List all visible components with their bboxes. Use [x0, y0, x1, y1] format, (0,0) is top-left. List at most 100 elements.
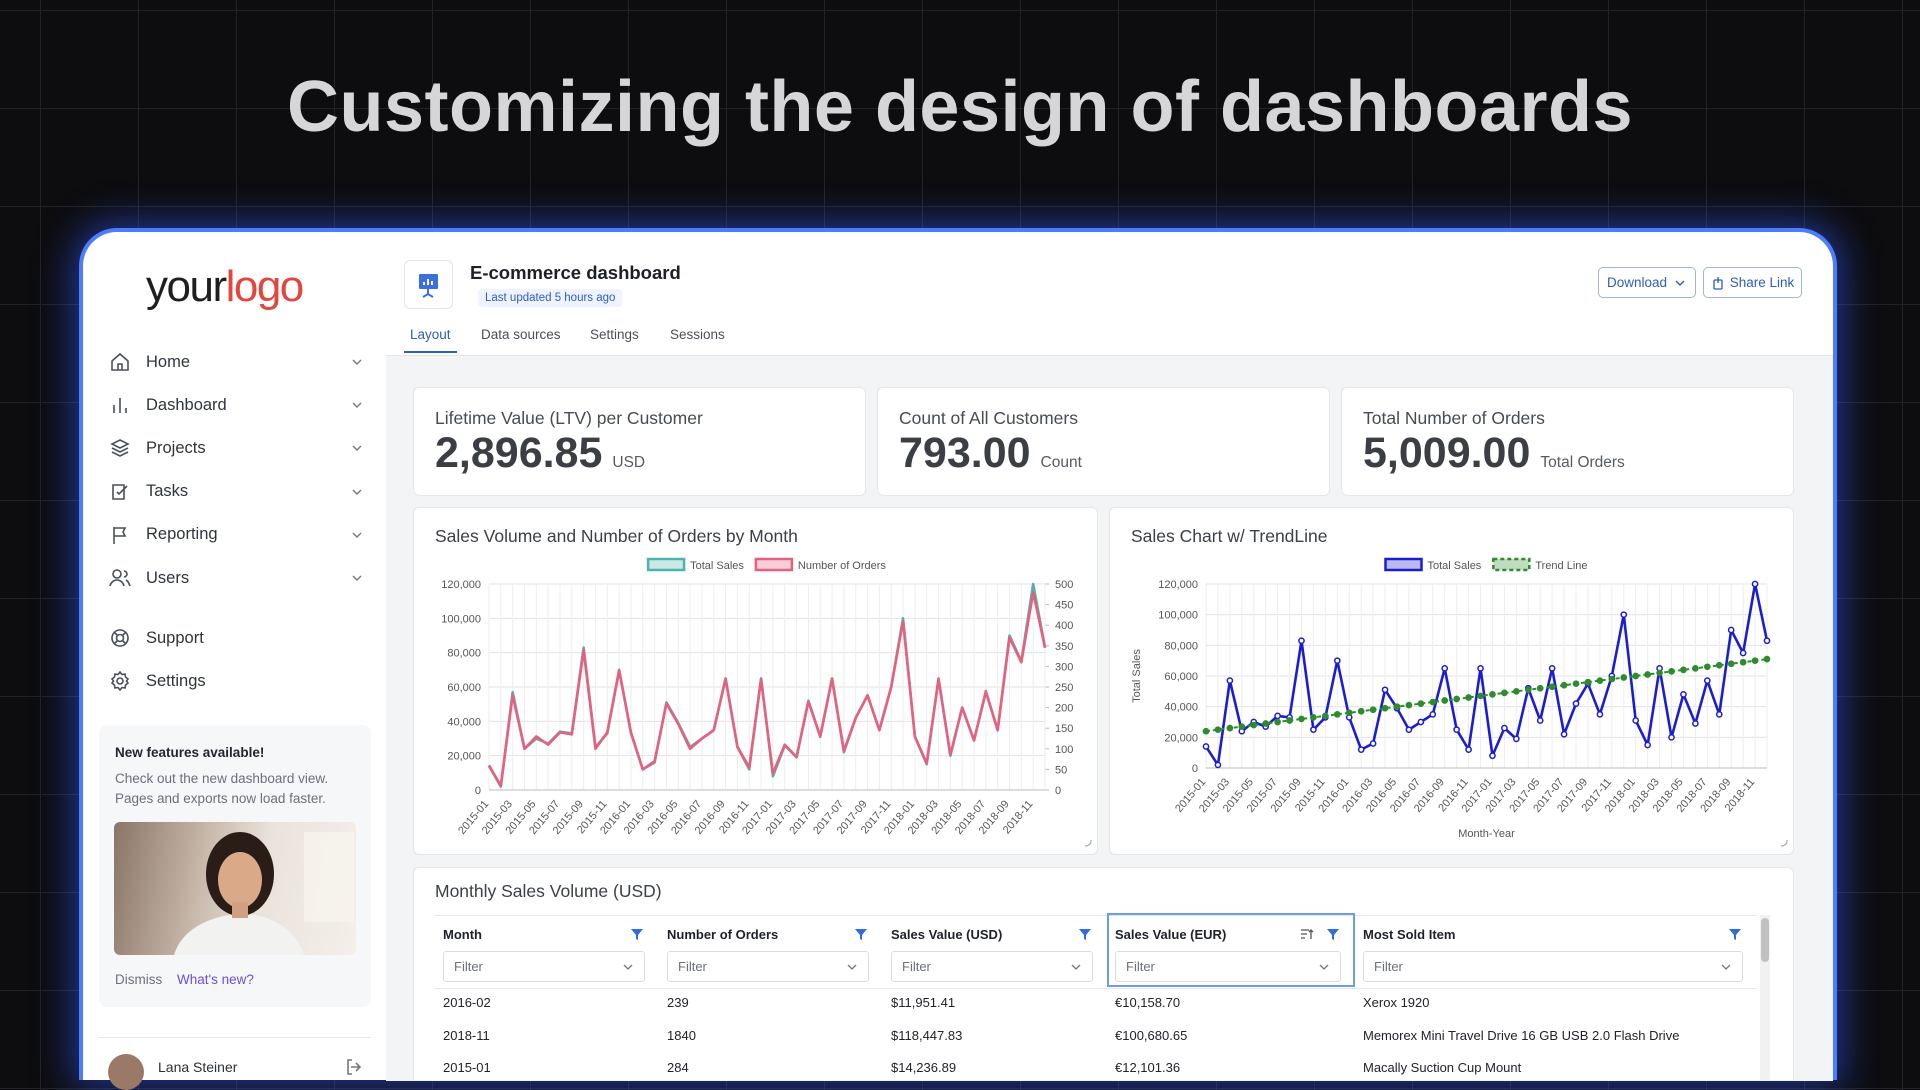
tab[interactable]: Data sources	[481, 327, 561, 342]
marker	[1286, 717, 1293, 724]
nav-item[interactable]: Tasks	[108, 472, 364, 512]
nav-item[interactable]: Projects	[108, 428, 364, 468]
marker	[1333, 657, 1341, 665]
marker	[1429, 698, 1437, 706]
marker	[1333, 710, 1341, 718]
marker	[1310, 714, 1317, 721]
marker	[1405, 726, 1413, 734]
tab-underline	[404, 351, 457, 353]
chart: Sales Chart w/ TrendLine 0 20,000 40,000 60,…	[1131, 526, 1788, 847]
marker	[1680, 691, 1687, 698]
nav-label: Reporting	[146, 525, 218, 544]
updated-badge: Last updated 5 hours ago	[478, 289, 623, 307]
marker	[1632, 672, 1640, 680]
marker	[1512, 735, 1520, 743]
marker	[1369, 706, 1377, 714]
nav-item[interactable]: Dashboard	[108, 385, 364, 425]
tab[interactable]: Layout	[410, 327, 451, 342]
marker	[1715, 710, 1723, 718]
logo-part: your	[146, 262, 227, 311]
y-tick-label: 60,000	[1164, 671, 1198, 683]
chart-card	[1109, 507, 1794, 855]
marker	[1298, 637, 1305, 645]
marker	[1489, 691, 1496, 698]
chevron	[352, 402, 362, 409]
table-card: Monthly Sales Volume (USD)	[413, 867, 1794, 1080]
marker	[1441, 697, 1449, 704]
kpi-card: Lifetime Value (LTV) per Customer 2,896.8…	[413, 387, 866, 496]
marker	[1465, 694, 1472, 701]
share-icon	[1713, 276, 1723, 290]
marker	[1620, 611, 1628, 619]
y2-tick-label: 50	[1055, 764, 1067, 776]
marker	[1238, 723, 1246, 730]
marker	[1548, 683, 1556, 691]
marker	[1477, 664, 1484, 672]
marker	[1274, 718, 1281, 726]
nav-label: Settings	[146, 671, 206, 690]
logo: yourlogo	[146, 262, 304, 312]
tab[interactable]: Settings	[590, 327, 639, 342]
nav-item[interactable]: Home	[108, 342, 364, 382]
download-button[interactable]: Download	[1598, 267, 1696, 298]
kpi-number: 793.00	[899, 429, 1031, 477]
notice-text: Check out the new dashboard view. Pages …	[115, 771, 329, 806]
marker	[1381, 686, 1389, 694]
marker	[1692, 664, 1699, 672]
nav-icon	[111, 352, 129, 371]
chevron	[352, 575, 362, 581]
marker	[1214, 761, 1222, 769]
logout-icon[interactable]	[344, 1057, 364, 1077]
nav-icon	[112, 483, 128, 500]
whats-new-link[interactable]: What's new?	[177, 972, 254, 987]
marker	[1656, 669, 1663, 677]
dismiss[interactable]: Dismiss	[115, 972, 163, 987]
marker	[1357, 746, 1365, 753]
resize-handle	[1780, 839, 1788, 847]
marker	[1429, 710, 1437, 718]
marker	[1751, 580, 1759, 588]
legend-swatch	[1384, 557, 1423, 572]
marker	[1405, 701, 1413, 709]
y2-tick-label: 450	[1055, 600, 1073, 612]
nav-item[interactable]: Settings	[108, 661, 364, 701]
marker	[1668, 733, 1675, 741]
kpi-card: Total Number of Orders 5,009.00 Total Orde…	[1341, 387, 1794, 496]
tab[interactable]: Sessions	[670, 327, 725, 342]
marker	[1727, 626, 1735, 634]
y-tick-label: 0	[1192, 763, 1198, 775]
nav-label: Users	[146, 568, 190, 587]
kpi-label: Total Number of Orders	[1363, 408, 1545, 428]
share-button[interactable]: Share Link	[1703, 267, 1802, 298]
nav-item[interactable]: Support	[108, 618, 364, 658]
kpi-unit: Total Orders	[1540, 454, 1625, 471]
nav-item[interactable]: Users	[108, 558, 364, 598]
photo-art	[174, 832, 354, 955]
nav-label: Projects	[146, 438, 206, 457]
y2-tick-label: 0	[1055, 785, 1061, 797]
user-name: Lana Steiner	[158, 1059, 238, 1075]
y-tick-label: 80,000	[447, 648, 481, 660]
marker	[1703, 663, 1711, 671]
y-tick-label: 80,000	[1164, 640, 1198, 652]
series-line	[1204, 582, 1769, 767]
marker	[1250, 721, 1258, 729]
legend-swatch	[1492, 557, 1531, 572]
y-tick-label: 20,000	[447, 751, 481, 763]
marker	[1489, 752, 1496, 760]
marker	[1584, 678, 1592, 686]
marker	[1345, 709, 1353, 717]
legend-label: Trend Line	[1535, 560, 1587, 572]
nav-label: Support	[146, 628, 204, 647]
kpi-value: 793.00 Count	[899, 429, 1082, 478]
marker	[1596, 677, 1604, 684]
x-axis-title: Month-Year	[1458, 828, 1515, 840]
marker	[1369, 740, 1377, 747]
kpi-number: 2,896.85	[435, 429, 603, 477]
nav-icon	[113, 398, 127, 414]
y2-tick-label: 200	[1055, 703, 1073, 715]
marker	[1644, 741, 1651, 749]
nav-item[interactable]: Reporting	[108, 515, 364, 555]
y-tick-label: 40,000	[1164, 702, 1198, 714]
y-tick-label: 100,000	[441, 613, 481, 625]
